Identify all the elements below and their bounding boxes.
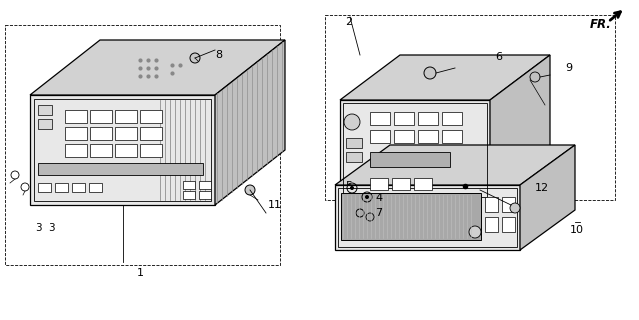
- FancyBboxPatch shape: [115, 127, 137, 140]
- FancyBboxPatch shape: [394, 130, 414, 143]
- FancyBboxPatch shape: [394, 112, 414, 125]
- FancyBboxPatch shape: [485, 217, 498, 232]
- FancyBboxPatch shape: [370, 178, 388, 190]
- Circle shape: [350, 186, 354, 190]
- Circle shape: [344, 114, 360, 130]
- Text: FR.: FR.: [590, 18, 612, 31]
- Text: 12: 12: [535, 183, 549, 193]
- Polygon shape: [340, 100, 490, 200]
- FancyBboxPatch shape: [55, 183, 68, 192]
- Polygon shape: [490, 55, 550, 200]
- FancyBboxPatch shape: [65, 144, 87, 157]
- FancyBboxPatch shape: [90, 144, 112, 157]
- FancyBboxPatch shape: [370, 130, 390, 143]
- FancyBboxPatch shape: [72, 183, 85, 192]
- FancyBboxPatch shape: [65, 127, 87, 140]
- Circle shape: [469, 226, 481, 238]
- Polygon shape: [335, 145, 575, 185]
- FancyBboxPatch shape: [183, 181, 195, 189]
- Polygon shape: [30, 40, 285, 95]
- Circle shape: [245, 185, 255, 195]
- Circle shape: [190, 53, 200, 63]
- FancyBboxPatch shape: [90, 127, 112, 140]
- FancyBboxPatch shape: [418, 130, 438, 143]
- FancyBboxPatch shape: [442, 112, 462, 125]
- FancyBboxPatch shape: [140, 110, 162, 123]
- FancyBboxPatch shape: [485, 197, 498, 212]
- Polygon shape: [520, 145, 575, 250]
- Polygon shape: [335, 185, 520, 250]
- Polygon shape: [215, 40, 285, 205]
- Text: 11: 11: [268, 200, 282, 210]
- FancyBboxPatch shape: [65, 110, 87, 123]
- Text: 10: 10: [570, 225, 584, 235]
- FancyBboxPatch shape: [346, 138, 362, 148]
- Text: 1: 1: [137, 268, 144, 278]
- FancyBboxPatch shape: [414, 178, 432, 190]
- Text: 3: 3: [48, 223, 54, 233]
- FancyBboxPatch shape: [38, 163, 203, 175]
- Circle shape: [424, 67, 436, 79]
- Text: 4: 4: [375, 193, 382, 203]
- FancyBboxPatch shape: [38, 183, 51, 192]
- Polygon shape: [340, 55, 550, 100]
- FancyBboxPatch shape: [115, 144, 137, 157]
- FancyBboxPatch shape: [341, 193, 481, 240]
- Polygon shape: [30, 95, 215, 205]
- FancyBboxPatch shape: [392, 178, 410, 190]
- FancyBboxPatch shape: [89, 183, 102, 192]
- Circle shape: [530, 72, 540, 82]
- FancyBboxPatch shape: [442, 130, 462, 143]
- Text: 7: 7: [375, 208, 382, 218]
- Text: 6: 6: [495, 52, 502, 62]
- FancyBboxPatch shape: [38, 105, 52, 115]
- Text: 9: 9: [565, 63, 572, 73]
- FancyBboxPatch shape: [370, 112, 390, 125]
- Text: 3: 3: [35, 223, 42, 233]
- FancyBboxPatch shape: [140, 127, 162, 140]
- FancyBboxPatch shape: [140, 144, 162, 157]
- FancyBboxPatch shape: [346, 152, 362, 162]
- FancyBboxPatch shape: [199, 181, 211, 189]
- FancyBboxPatch shape: [418, 112, 438, 125]
- Circle shape: [510, 203, 520, 213]
- FancyBboxPatch shape: [183, 191, 195, 199]
- FancyBboxPatch shape: [370, 152, 450, 167]
- Text: 2: 2: [345, 17, 352, 27]
- FancyBboxPatch shape: [502, 197, 515, 212]
- FancyBboxPatch shape: [115, 110, 137, 123]
- Circle shape: [365, 195, 369, 199]
- Text: 5: 5: [345, 181, 352, 191]
- FancyBboxPatch shape: [90, 110, 112, 123]
- FancyBboxPatch shape: [38, 119, 52, 129]
- FancyBboxPatch shape: [199, 191, 211, 199]
- FancyBboxPatch shape: [502, 217, 515, 232]
- Text: 8: 8: [215, 50, 222, 60]
